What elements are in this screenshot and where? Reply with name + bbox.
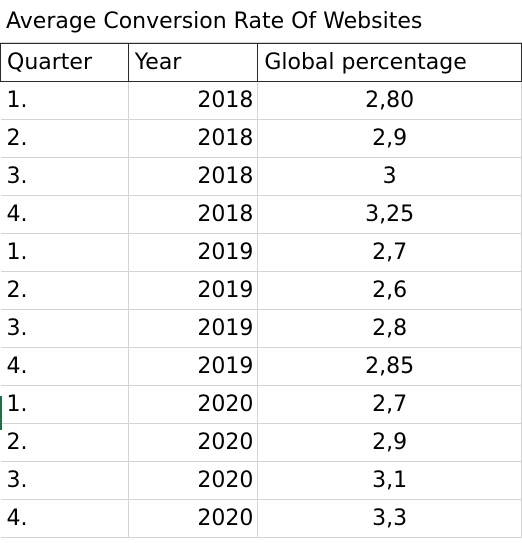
percentage-cell[interactable]: 3,3	[257, 499, 522, 538]
table-row: 2. 2020 2,9	[0, 423, 522, 462]
quarter-cell[interactable]: 1.	[0, 233, 129, 272]
quarter-cell[interactable]: 2.	[0, 423, 129, 462]
table-row: 4. 2020 3,3	[0, 499, 522, 538]
year-cell[interactable]: 2018	[128, 81, 259, 120]
quarter-cell[interactable]: 3.	[0, 461, 129, 500]
quarter-cell[interactable]: 4.	[0, 195, 129, 234]
percentage-cell[interactable]: 2,9	[257, 119, 522, 158]
header-quarter-cell[interactable]: Quarter	[0, 43, 129, 82]
quarter-cell[interactable]: 2.	[0, 271, 129, 310]
year-cell[interactable]: 2020	[128, 461, 259, 500]
table-row: 4. 2018 3,25	[0, 195, 522, 234]
quarter-cell[interactable]: 4.	[0, 499, 129, 538]
year-cell[interactable]: 2019	[128, 347, 259, 386]
year-cell[interactable]: 2020	[128, 499, 259, 538]
table-row: 4. 2019 2,85	[0, 347, 522, 386]
table-row: 1. 2019 2,7	[0, 233, 522, 272]
quarter-cell[interactable]: 4.	[0, 347, 129, 386]
header-global-percentage-cell[interactable]: Global percentage	[257, 43, 522, 82]
year-cell[interactable]: 2020	[128, 423, 259, 462]
quarter-cell[interactable]: 1.	[0, 81, 129, 120]
year-cell[interactable]: 2019	[128, 309, 259, 348]
header-row: Quarter Year Global percentage	[0, 43, 522, 82]
percentage-cell[interactable]: 2,80	[257, 81, 522, 120]
year-cell[interactable]: 2020	[128, 385, 259, 424]
percentage-cell[interactable]: 3	[257, 157, 522, 196]
year-cell[interactable]: 2019	[128, 271, 259, 310]
table-row: 3. 2020 3,1	[0, 461, 522, 500]
sheet-title-cell[interactable]: Average Conversion Rate Of Websites	[6, 9, 423, 34]
active-cell-marker	[0, 396, 2, 430]
year-cell[interactable]: 2018	[128, 119, 259, 158]
table-row: 3. 2019 2,8	[0, 309, 522, 348]
percentage-cell[interactable]: 2,85	[257, 347, 522, 386]
table-row: 3. 2018 3	[0, 157, 522, 196]
table-row: 1. 2018 2,80	[0, 81, 522, 120]
year-cell[interactable]: 2018	[128, 157, 259, 196]
percentage-cell[interactable]: 2,8	[257, 309, 522, 348]
percentage-cell[interactable]: 3,25	[257, 195, 522, 234]
quarter-cell[interactable]: 1.	[0, 385, 129, 424]
year-cell[interactable]: 2018	[128, 195, 259, 234]
percentage-cell[interactable]: 2,7	[257, 385, 522, 424]
table-row: 1. 2020 2,7	[0, 385, 522, 424]
year-cell[interactable]: 2019	[128, 233, 259, 272]
table-row: 2. 2019 2,6	[0, 271, 522, 310]
header-year-cell[interactable]: Year	[128, 43, 259, 82]
title-row: Average Conversion Rate Of Websites	[0, 0, 522, 43]
percentage-cell[interactable]: 2,7	[257, 233, 522, 272]
table-row: 2. 2018 2,9	[0, 119, 522, 158]
percentage-cell[interactable]: 2,6	[257, 271, 522, 310]
quarter-cell[interactable]: 2.	[0, 119, 129, 158]
percentage-cell[interactable]: 3,1	[257, 461, 522, 500]
quarter-cell[interactable]: 3.	[0, 157, 129, 196]
quarter-cell[interactable]: 3.	[0, 309, 129, 348]
data-table: Quarter Year Global percentage 1. 2018 2…	[0, 43, 522, 538]
percentage-cell[interactable]: 2,9	[257, 423, 522, 462]
